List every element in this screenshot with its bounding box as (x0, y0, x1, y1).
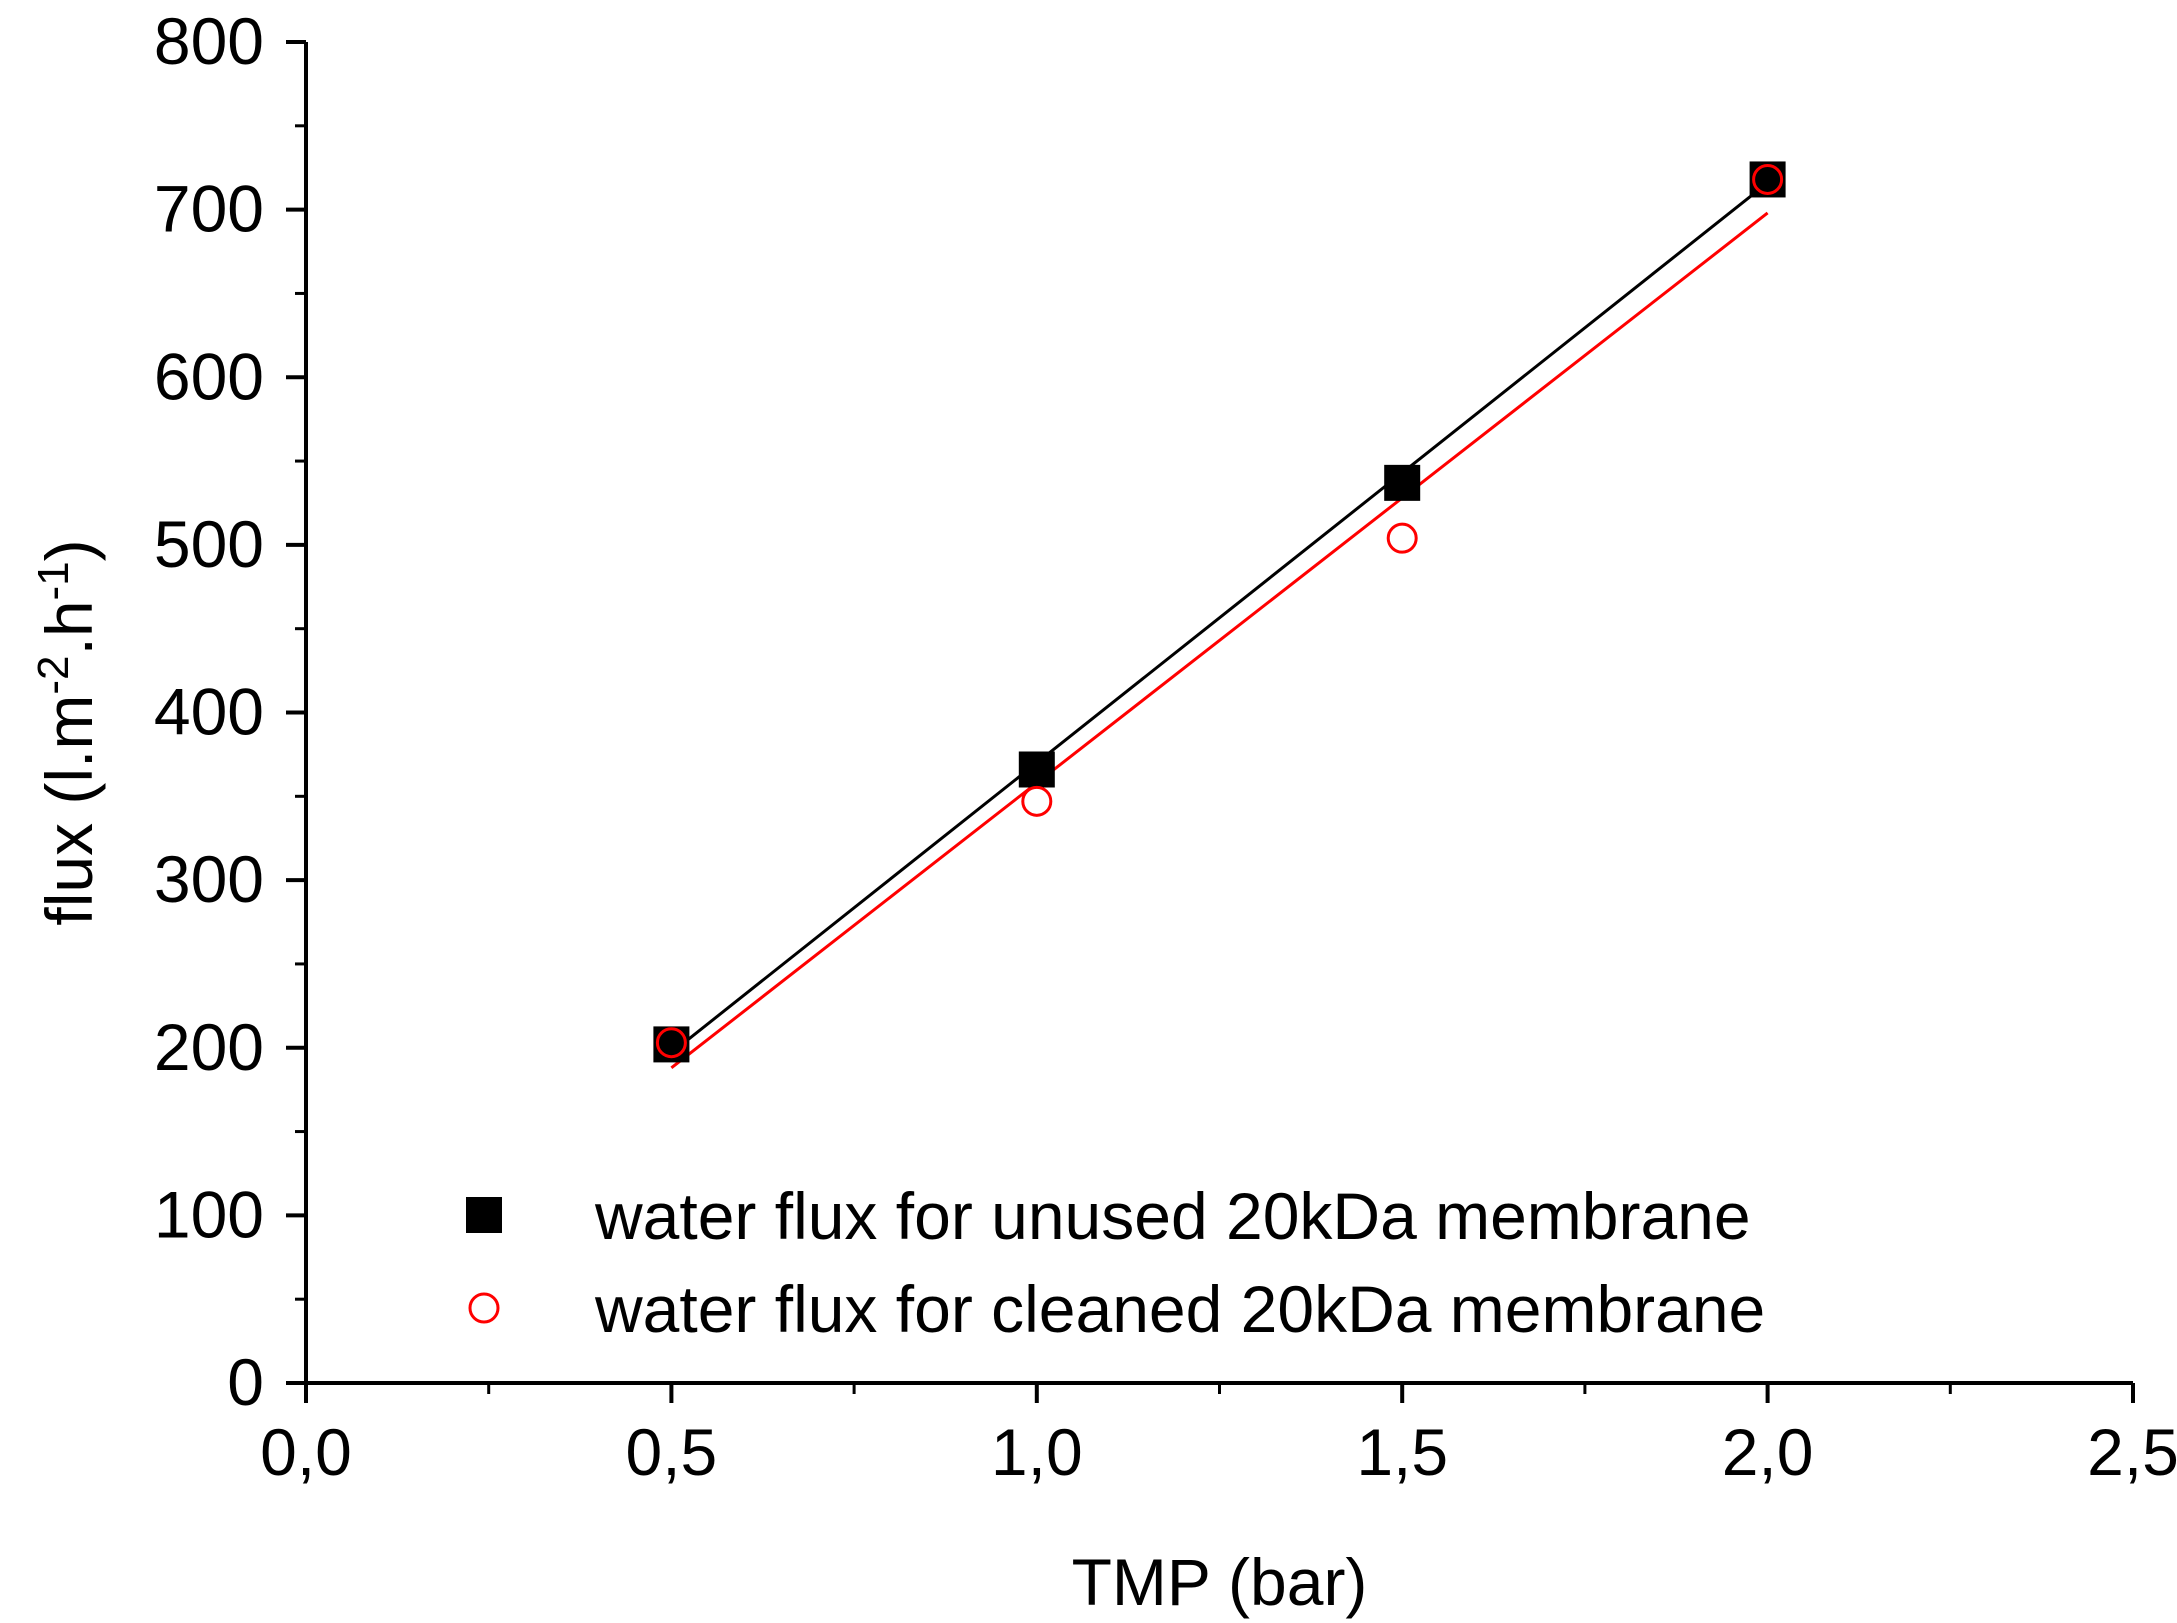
fit-line-series-1 (670, 181, 1769, 1054)
y-tick-label: 100 (154, 1177, 264, 1251)
y-tick-label: 700 (154, 172, 264, 246)
fit-line-series-2 (670, 211, 1769, 1070)
y-tick-label: 0 (227, 1345, 264, 1419)
axes: 0,0 0,5 1,0 1,5 2,0 2,5 0 100 200 300 400 500 600 700… (154, 4, 2177, 1489)
point-series-2 (1752, 163, 1784, 195)
y-tick-label: 300 (154, 842, 264, 916)
legend-label-series-1: water flux for unused 20kDa membrane (594, 1179, 1751, 1253)
legend: water flux for unused 20kDa membrane wate… (466, 1179, 1765, 1346)
data-points (653, 161, 1786, 1063)
y-axis-title-end: ) (32, 539, 106, 561)
y-tick-label: 400 (154, 675, 264, 749)
y-axis-title: flux (l.m-2.h-1) (29, 539, 106, 925)
y-tick-label: 500 (154, 507, 264, 581)
x-tick-label: 0,0 (260, 1415, 352, 1489)
legend-marker-series-2 (468, 1292, 500, 1324)
y-axis-title-sup2: -1 (29, 561, 78, 600)
point-series-1 (1018, 751, 1055, 788)
point-series-2 (1386, 522, 1418, 554)
x-tick-label: 0,5 (626, 1415, 718, 1489)
legend-label-series-2: water flux for cleaned 20kDa membrane (594, 1272, 1765, 1346)
point-series-2 (1021, 785, 1053, 817)
y-axis-title-mid: .h (32, 600, 106, 655)
y-tick-label: 200 (154, 1010, 264, 1084)
y-tick-label: 600 (154, 339, 264, 413)
x-tick-label: 2,0 (1722, 1415, 1814, 1489)
point-series-2 (655, 1027, 687, 1059)
x-axis-title: TMP (bar) (1072, 1545, 1368, 1619)
x-tick-label: 1,5 (1356, 1415, 1448, 1489)
x-tick-label: 2,5 (2087, 1415, 2177, 1489)
y-tick-label: 800 (154, 4, 264, 78)
y-axis-title-sup1: -2 (29, 656, 78, 695)
fit-lines (670, 181, 1769, 1070)
point-series-1 (1749, 161, 1786, 198)
y-axis-title-main: flux (l.m (32, 695, 106, 926)
point-series-1 (1384, 464, 1421, 501)
x-tick-label: 1,0 (991, 1415, 1083, 1489)
legend-marker-series-1 (466, 1197, 502, 1233)
